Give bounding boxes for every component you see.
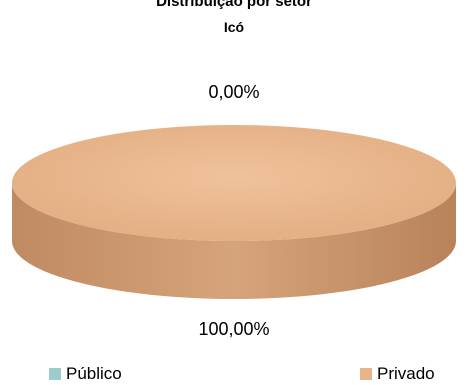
pie-slice-privado: [12, 125, 456, 241]
legend-label-publico: Público: [66, 364, 122, 383]
legend-swatch-privado: [360, 368, 372, 380]
data-label-publico: 0,00%: [208, 82, 259, 102]
chart-title-clip: Distribuição por setor: [0, 0, 468, 12]
data-label-privado: 100,00%: [198, 319, 269, 339]
legend-item-privado: Privado: [360, 364, 435, 384]
chart-subtitle: Icó: [223, 19, 245, 35]
legend-item-publico: Público: [49, 364, 122, 384]
legend-label-privado: Privado: [377, 364, 435, 383]
chart-title: Distribuição por setor: [156, 0, 312, 10]
legend-swatch-publico: [49, 368, 61, 380]
